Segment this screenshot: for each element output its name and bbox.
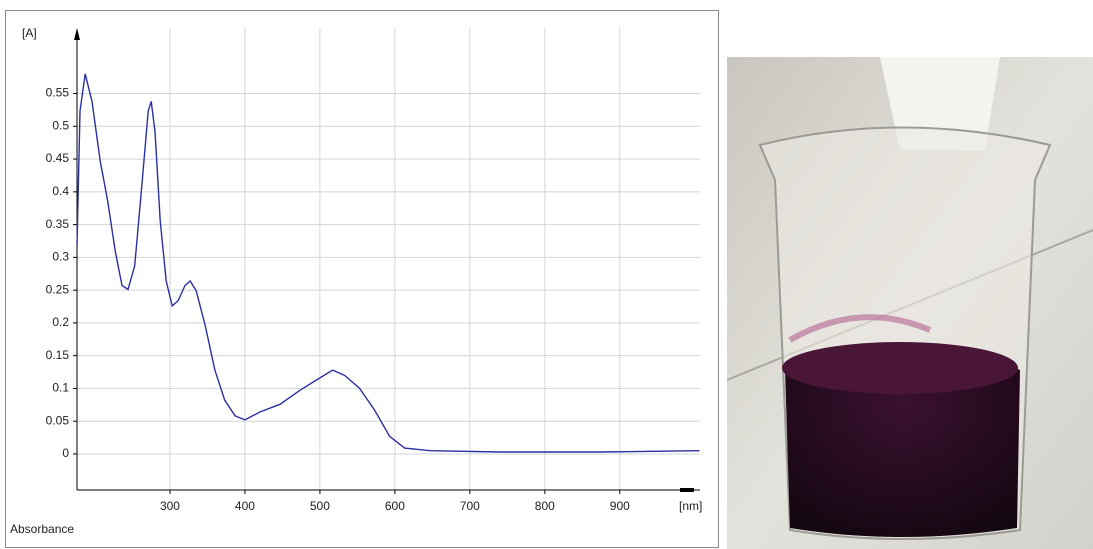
y-tick-label: 0.1 bbox=[52, 381, 69, 395]
axis-end-marker bbox=[680, 488, 694, 492]
y-tick-label: 0.25 bbox=[46, 282, 70, 296]
y-axis-unit: [A] bbox=[22, 26, 37, 40]
y-tick-label: 0 bbox=[62, 446, 69, 460]
x-tick-label: 300 bbox=[160, 499, 180, 513]
spectrum-line bbox=[76, 73, 700, 453]
chart-frame bbox=[5, 10, 719, 548]
x-tick-label: 600 bbox=[385, 499, 405, 513]
y-tick-label: 0.05 bbox=[46, 413, 70, 427]
y-tick-label: 0.5 bbox=[52, 118, 69, 132]
x-tick-label: 400 bbox=[235, 499, 255, 513]
chart: 0 0.05 0.1 0.15 0.2 0.25 0.3 0.35 0.4 0.45 0.5 0.55… bbox=[46, 28, 700, 513]
y-tick-label: 0.15 bbox=[46, 348, 70, 362]
y-tick-label: 0.45 bbox=[46, 151, 70, 165]
x-tick-label: 500 bbox=[310, 499, 330, 513]
x-tick-label: 700 bbox=[460, 499, 480, 513]
x-axis-unit: [nm] bbox=[679, 499, 702, 513]
y-tick-label: 0.4 bbox=[52, 184, 69, 198]
y-tick-label: 0.3 bbox=[52, 250, 69, 264]
x-tick-label: 900 bbox=[610, 499, 630, 513]
y-axis-title: Absorbance bbox=[10, 522, 74, 536]
x-tick-label: 800 bbox=[535, 499, 555, 513]
y-tick-label: 0.55 bbox=[46, 86, 70, 100]
y-tick-label: 0.35 bbox=[46, 217, 70, 231]
y-tick-label: 0.2 bbox=[52, 315, 69, 329]
axis-arrow bbox=[74, 28, 80, 40]
beaker-photo bbox=[726, 57, 1093, 549]
